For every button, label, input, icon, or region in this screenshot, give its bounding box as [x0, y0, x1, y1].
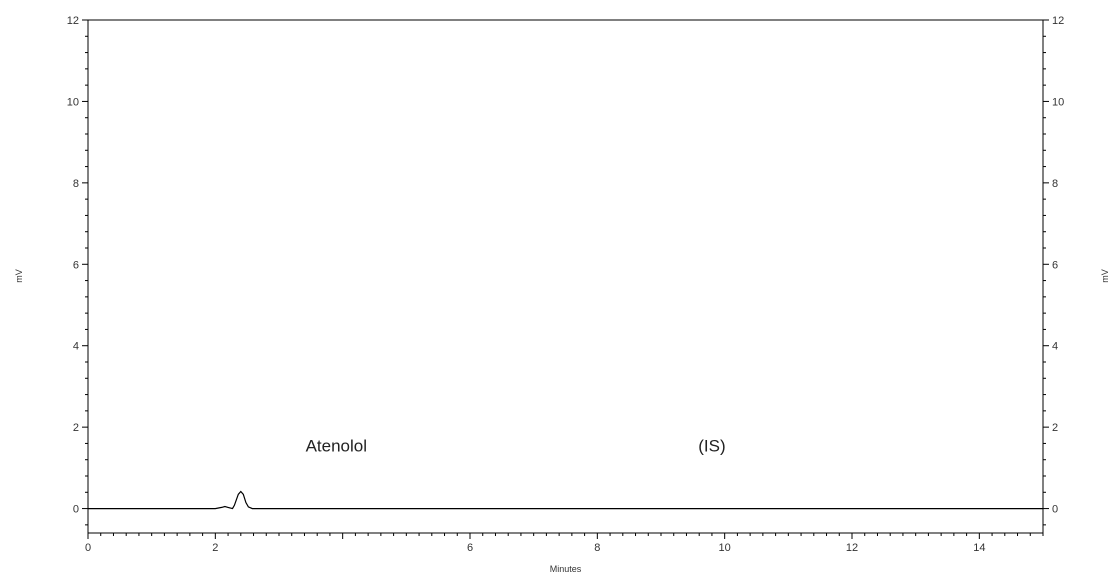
y-left-tick-label: 4	[73, 341, 79, 353]
plot-frame	[87, 19, 1044, 534]
x-tick-label: 14	[973, 542, 985, 554]
y-left-tick-label: 2	[73, 422, 79, 434]
y-left-tick-label: 10	[67, 96, 79, 108]
x-tick-label: 2	[212, 542, 218, 554]
y-left-tick-label: 12	[67, 15, 79, 27]
y-left-tick-label: 0	[73, 504, 79, 516]
x-tick-label: 6	[467, 542, 473, 554]
peak-annotation: Atenolol	[306, 437, 367, 456]
y-right-tick-label: 12	[1052, 15, 1064, 27]
y-right-tick-label: 4	[1052, 341, 1058, 353]
x-tick-label: 12	[846, 542, 858, 554]
x-tick-label: 8	[594, 542, 600, 554]
y-right-tick-label: 6	[1052, 259, 1058, 271]
y-left-tick-label: 8	[73, 178, 79, 190]
y-left-tick-label: 6	[73, 259, 79, 271]
x-axis-label: Minutes	[550, 564, 582, 574]
peak-annotation: (IS)	[698, 437, 725, 456]
y-axis-label-left: mV	[14, 269, 24, 283]
y-right-tick-label: 2	[1052, 422, 1058, 434]
series-line	[88, 490, 1043, 510]
x-tick-label: 0	[85, 542, 91, 554]
y-right-tick-label: 10	[1052, 96, 1064, 108]
y-right-tick-label: 8	[1052, 178, 1058, 190]
y-axis-label-right: mV	[1100, 269, 1110, 283]
y-right-tick-label: 0	[1052, 504, 1058, 516]
x-tick-label: 10	[719, 542, 731, 554]
